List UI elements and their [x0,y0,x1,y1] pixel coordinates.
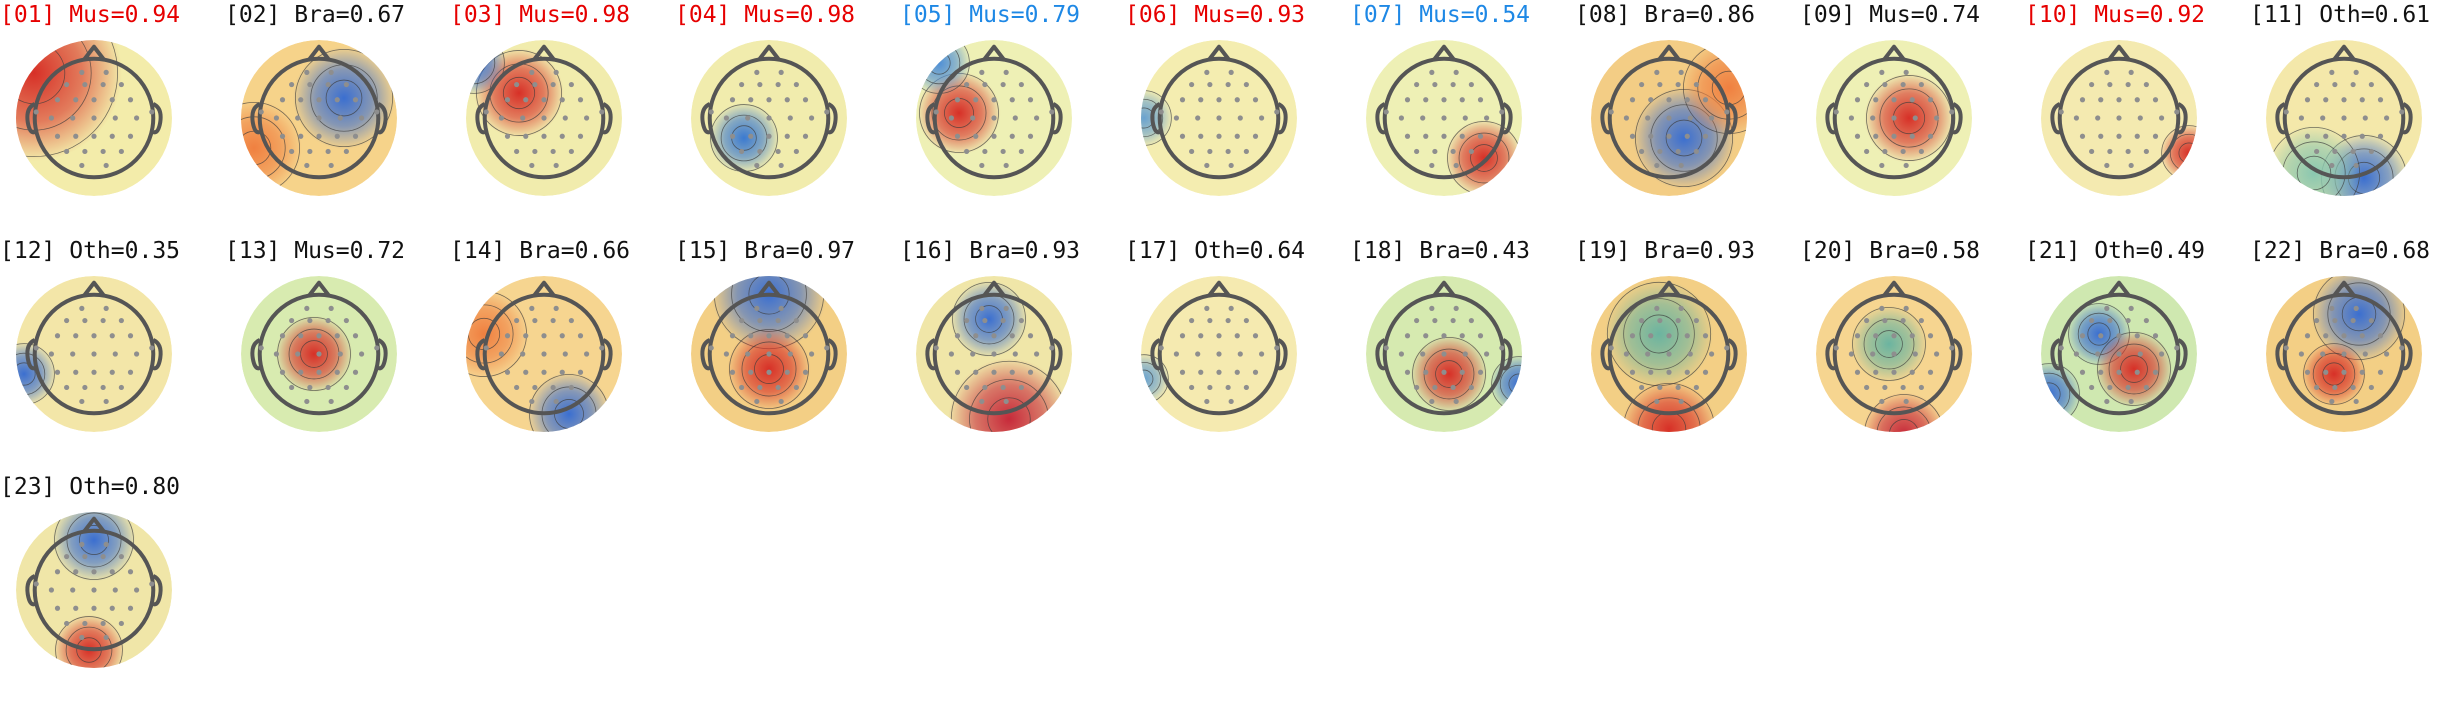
topomap [241,276,397,432]
component-21: [21] Oth=0.49 [2025,236,2250,466]
topomap [2266,40,2422,196]
component-20: [20] Bra=0.58 [1800,236,2025,466]
component-title: [17] Oth=0.64 [1125,238,1306,264]
component-18: [18] Bra=0.43 [1350,236,1575,466]
topomap [2041,276,2197,432]
component-title: [09] Mus=0.74 [1800,2,1981,28]
component-title: [16] Bra=0.93 [900,238,1081,264]
component-6: [06] Mus=0.93 [1125,0,1350,230]
component-23: [23] Oth=0.80 [0,472,225,702]
topomap [691,40,847,196]
topomap [2041,40,2197,196]
component-title: [14] Bra=0.66 [450,238,631,264]
topomap [1141,276,1297,432]
component-title: [02] Bra=0.67 [225,2,406,28]
component-9: [09] Mus=0.74 [1800,0,2025,230]
topomap [1591,40,1747,196]
component-19: [19] Bra=0.93 [1575,236,1800,466]
topomap [916,40,1072,196]
component-1: [01] Mus=0.94 [0,0,225,230]
component-7: [07] Mus=0.54 [1350,0,1575,230]
component-title: [01] Mus=0.94 [0,2,181,28]
component-22: [22] Bra=0.68 [2250,236,2438,466]
component-5: [05] Mus=0.79 [900,0,1125,230]
component-title: [19] Bra=0.93 [1575,238,1756,264]
topomap [2266,276,2422,432]
component-12: [12] Oth=0.35 [0,236,225,466]
component-title: [12] Oth=0.35 [0,238,181,264]
component-title: [05] Mus=0.79 [900,2,1081,28]
topomap [466,40,622,196]
topomap [691,276,847,432]
topomap [1591,276,1747,432]
component-title: [07] Mus=0.54 [1350,2,1531,28]
component-title: [10] Mus=0.92 [2025,2,2206,28]
topomap [1816,276,1972,432]
component-title: [08] Bra=0.86 [1575,2,1756,28]
component-11: [11] Oth=0.61 [2250,0,2438,230]
component-title: [21] Oth=0.49 [2025,238,2206,264]
topomap [466,276,622,432]
component-title: [18] Bra=0.43 [1350,238,1531,264]
ica-topomap-grid: [01] Mus=0.94 [02] Bra=0.67 [03] Mus=0.98 [… [0,0,2438,668]
component-15: [15] Bra=0.97 [675,236,900,466]
component-2: [02] Bra=0.67 [225,0,450,230]
component-title: [13] Mus=0.72 [225,238,406,264]
topomap [916,276,1072,432]
component-title: [06] Mus=0.93 [1125,2,1306,28]
component-13: [13] Mus=0.72 [225,236,450,466]
topomap [1366,40,1522,196]
topomap [16,276,172,432]
component-8: [08] Bra=0.86 [1575,0,1800,230]
component-title: [11] Oth=0.61 [2250,2,2431,28]
component-3: [03] Mus=0.98 [450,0,675,230]
component-title: [22] Bra=0.68 [2250,238,2431,264]
component-17: [17] Oth=0.64 [1125,236,1350,466]
topomap [1816,40,1972,196]
component-title: [04] Mus=0.98 [675,2,856,28]
component-title: [03] Mus=0.98 [450,2,631,28]
topomap [1141,40,1297,196]
component-title: [20] Bra=0.58 [1800,238,1981,264]
component-title: [23] Oth=0.80 [0,474,181,500]
component-14: [14] Bra=0.66 [450,236,675,466]
component-16: [16] Bra=0.93 [900,236,1125,466]
component-4: [04] Mus=0.98 [675,0,900,230]
topomap [16,512,172,668]
topomap [16,40,172,196]
component-10: [10] Mus=0.92 [2025,0,2250,230]
topomap [241,40,397,196]
component-title: [15] Bra=0.97 [675,238,856,264]
topomap [1366,276,1522,432]
